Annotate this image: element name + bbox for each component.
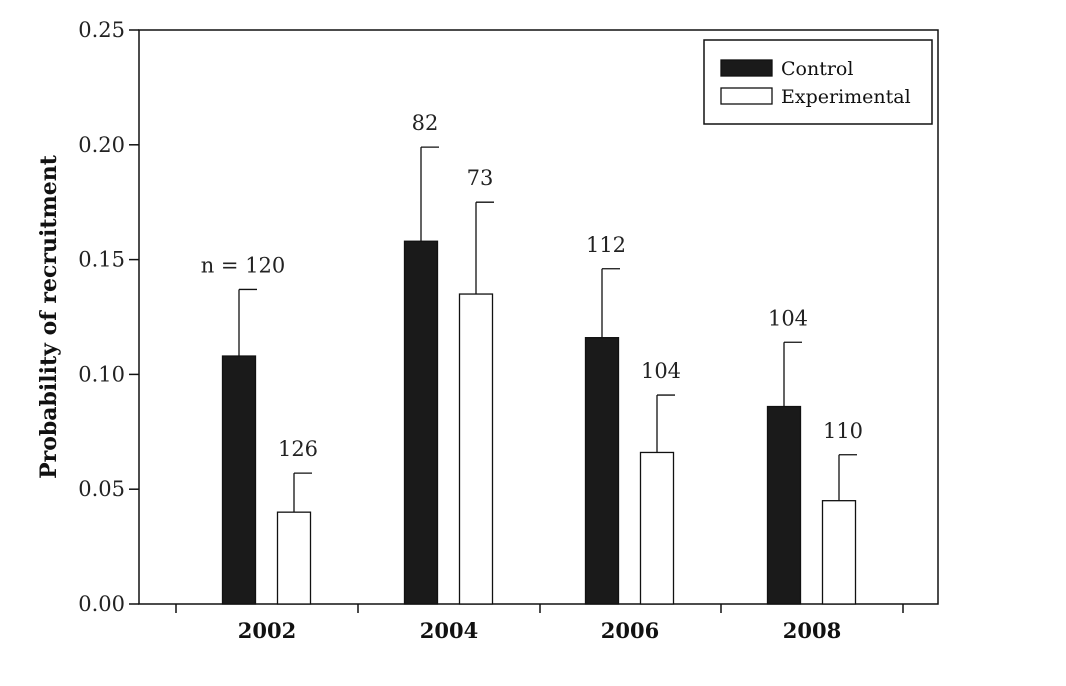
sample-size-label: 110	[823, 419, 863, 443]
sample-size-label: 73	[467, 166, 494, 190]
bar-experimental	[639, 451, 675, 605]
y-tick-label: 0.15	[78, 248, 125, 272]
bar-control	[766, 405, 802, 605]
bar-experimental	[821, 500, 857, 605]
x-category-label: 2002	[238, 618, 296, 643]
plot-frame	[138, 29, 939, 605]
bar-control	[221, 355, 257, 605]
y-tick-label: 0.10	[78, 362, 125, 386]
legend: Control Experimental	[703, 39, 933, 125]
chart-axes: 0.00 0.05 0.10 0.15 0.20 0.25 Probability of r…	[36, 18, 939, 616]
sample-size-label: 104	[768, 306, 808, 330]
bar-control	[403, 240, 439, 605]
y-tick-label: 0.20	[78, 133, 125, 157]
sample-size-label: n = 120	[201, 253, 286, 277]
labels-group: 2002 2004 2006 2008 n = 120 82 112 104 126 73 104 1…	[201, 111, 863, 643]
bars-group	[221, 146, 857, 605]
y-tick-label: 0.05	[78, 477, 125, 501]
x-category-label: 2008	[783, 618, 841, 643]
legend-label: Experimental	[781, 86, 911, 108]
bar-experimental	[276, 511, 312, 605]
sample-size-label: 126	[278, 437, 318, 461]
sample-size-label: 104	[641, 359, 681, 383]
legend-swatch-control	[720, 59, 773, 77]
sample-size-label: 112	[586, 233, 626, 257]
y-axis-label: Probability of recruitment	[36, 154, 62, 479]
legend-swatch-experimental	[720, 87, 773, 105]
bar-experimental	[458, 293, 494, 605]
y-tick-label: 0.00	[78, 592, 125, 616]
bar-control	[584, 337, 620, 605]
sample-size-label: 82	[412, 111, 439, 135]
legend-box	[703, 39, 933, 125]
legend-label: Control	[781, 58, 853, 80]
y-tick-label: 0.25	[78, 18, 125, 42]
x-category-label: 2004	[420, 618, 478, 643]
x-category-label: 2006	[601, 618, 659, 643]
